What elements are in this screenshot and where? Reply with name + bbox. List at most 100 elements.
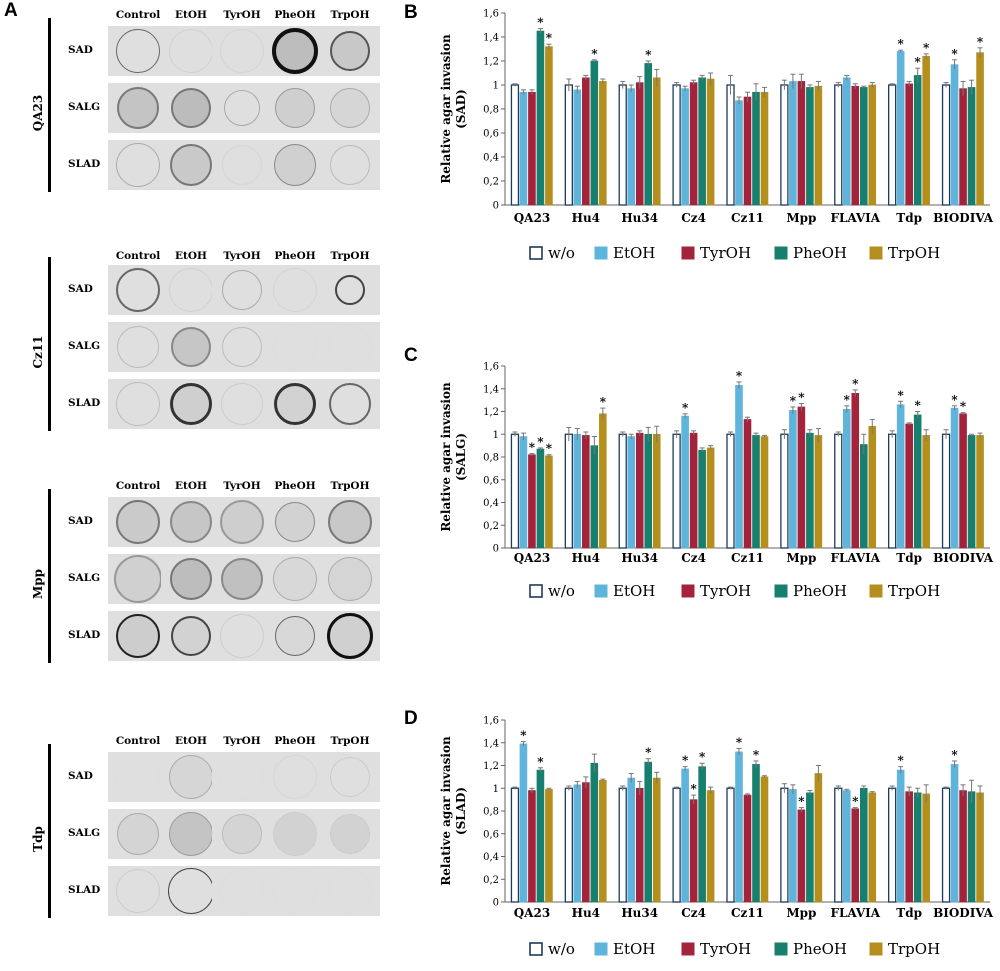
bar-etoh (842, 790, 851, 903)
bar-wo (564, 84, 573, 206)
bar-pheoh (536, 30, 545, 206)
plate-photo (320, 611, 380, 661)
colony-ring (274, 383, 316, 425)
strain-bracket (48, 744, 51, 918)
bar-tyroh (635, 787, 644, 903)
bar-etoh (573, 784, 582, 903)
significance-star: * (951, 748, 958, 762)
bar-tyroh (851, 85, 860, 206)
plate-photo (212, 809, 272, 859)
bar-etoh (735, 385, 743, 549)
strain-bracket (48, 257, 51, 431)
plate-photo (320, 866, 380, 916)
bar-trpoh (976, 792, 984, 903)
y-axis-label-unit: (SAD) (454, 89, 468, 129)
chart-slad: 0 0,2 0,4 0,6 0,8 1 1,2 1,4 1,6 Relative agar inv… (439, 716, 994, 959)
significance-star: * (852, 377, 859, 391)
bar-trpoh (652, 77, 661, 206)
legend-label: TrpOH (888, 940, 940, 958)
plate-photo (161, 140, 221, 190)
significance-star: * (960, 400, 967, 414)
significance-star: * (600, 395, 607, 409)
plate-photo (265, 752, 325, 802)
bar-pheoh (644, 761, 653, 903)
legend-label: TyrOH (700, 940, 751, 958)
legend-label: EtOH (613, 940, 655, 958)
x-tick-label: Cz4 (681, 211, 706, 225)
plate-photo (108, 611, 168, 661)
colony-ring (222, 814, 262, 854)
plate-photo (108, 497, 168, 547)
x-tick-label: Mpp (786, 551, 816, 565)
colony-ring (114, 555, 162, 603)
plate-photo (108, 83, 168, 133)
column-header: PheOH (274, 480, 316, 492)
plate-photo (265, 265, 325, 315)
y-axis-label-unit: (SLAD) (454, 787, 468, 835)
plate-photo (320, 379, 380, 429)
plate-photo (161, 265, 221, 315)
y-tick-label: 1,2 (483, 407, 499, 418)
row-label: SAD (68, 44, 93, 56)
significance-star: * (898, 37, 905, 51)
bar-etoh (519, 436, 528, 549)
bar-etoh (735, 751, 743, 903)
colony-ring (272, 28, 318, 74)
colony-ring (330, 88, 370, 128)
legend-swatch (681, 942, 695, 956)
y-tick-label: 1,4 (483, 738, 499, 749)
colony-ring (328, 500, 372, 544)
bar-pheoh (752, 435, 760, 549)
y-tick-label: 0,2 (483, 875, 499, 886)
significance-star: * (798, 391, 805, 405)
x-tick-label: QA23 (514, 906, 550, 920)
y-tick-label: 0 (493, 201, 499, 212)
bar-wo (780, 787, 789, 903)
y-tick-label: 0,4 (483, 852, 499, 863)
panel-label-c: C (404, 345, 418, 366)
plate-photo (320, 497, 380, 547)
bar-trpoh (599, 779, 607, 903)
bar-wo (672, 787, 681, 903)
bar-wo (888, 84, 897, 206)
x-tick-label: Mpp (786, 211, 816, 225)
plate-photo (108, 809, 168, 859)
column-header: Control (115, 250, 161, 262)
bar-tyroh (959, 88, 967, 206)
significance-star: * (699, 750, 706, 764)
x-tick-label: QA23 (514, 211, 550, 225)
strain-bracket (48, 489, 51, 663)
bar-etoh (842, 77, 851, 206)
y-axis-label-unit: (SALG) (454, 433, 468, 481)
row-label: SLAD (68, 158, 101, 170)
colony-ring (220, 869, 264, 913)
bar-etoh (627, 777, 636, 903)
colony-ring (116, 755, 160, 799)
legend-label: EtOH (613, 244, 655, 262)
bar-pheoh (590, 445, 599, 549)
bar-etoh (627, 88, 636, 206)
panel-label-a: A (4, 0, 18, 21)
bar-pheoh (698, 77, 706, 206)
colony-ring (116, 869, 160, 913)
bar-wo (672, 433, 681, 549)
bar-trpoh (922, 55, 930, 206)
bar-etoh (573, 433, 582, 549)
colony-ring (116, 500, 160, 544)
colony-ring (330, 145, 370, 185)
bar-etoh (681, 88, 689, 206)
legend-swatch (594, 942, 608, 956)
bar-pheoh (859, 787, 868, 903)
plate-photo (212, 379, 272, 429)
colony-ring (117, 813, 159, 855)
bar-tyroh (528, 91, 536, 206)
bar-wo (618, 84, 627, 206)
significance-star: * (529, 441, 536, 455)
legend-label: PheOH (793, 582, 847, 600)
legend-label: TrpOH (888, 582, 940, 600)
colony-ring (116, 143, 160, 187)
significance-star: * (915, 55, 922, 69)
legend-swatch (681, 584, 695, 598)
bar-trpoh (976, 52, 984, 206)
bar-etoh (735, 100, 743, 206)
